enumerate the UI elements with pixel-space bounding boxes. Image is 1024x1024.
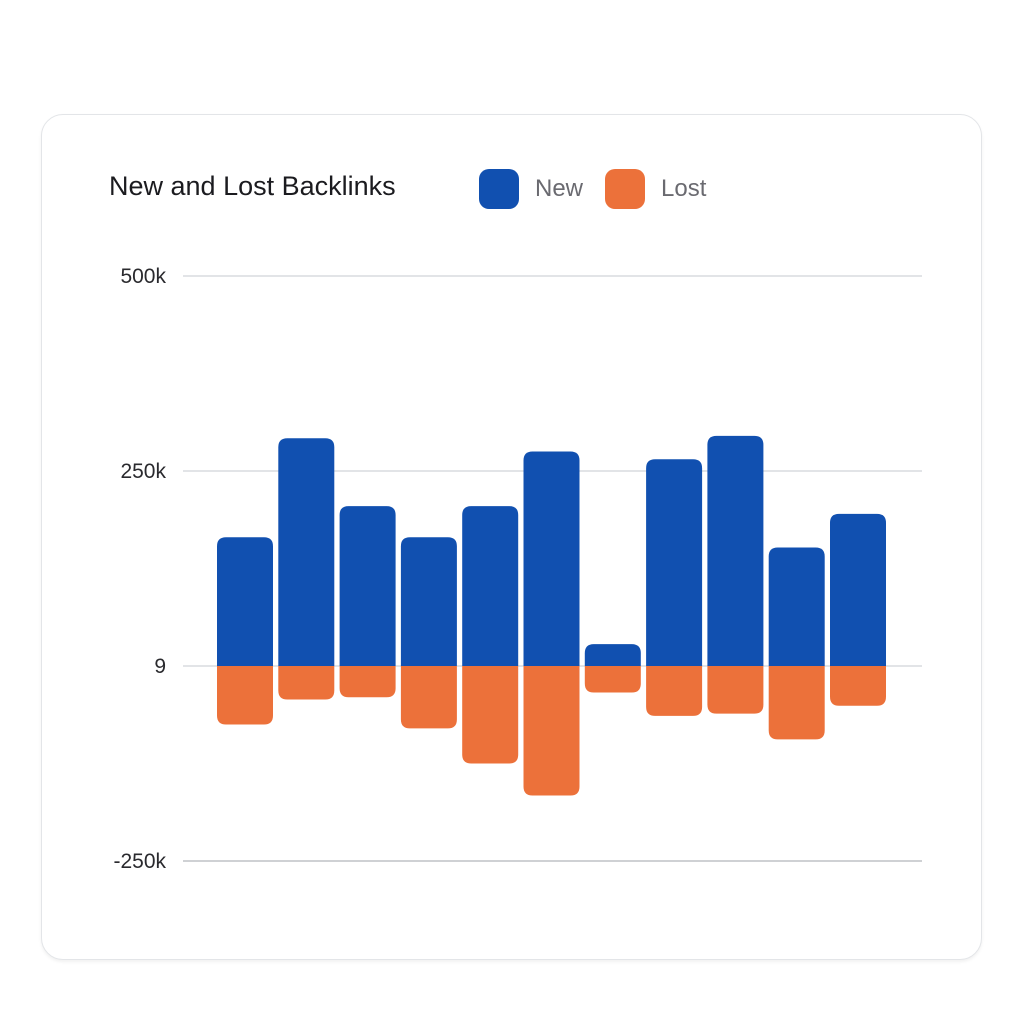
bar-new-10[interactable]	[830, 513, 886, 666]
legend-label-lost: Lost	[661, 175, 707, 202]
bar-lost-3[interactable]	[400, 666, 457, 729]
bar-lost-0[interactable]	[217, 666, 273, 725]
legend-swatch-new	[479, 169, 519, 209]
bar-lost-9[interactable]	[768, 666, 825, 740]
legend-label-new: New	[535, 175, 584, 202]
bar-new-3[interactable]	[400, 537, 457, 666]
bar-lost-6[interactable]	[584, 666, 641, 693]
bar-new-7[interactable]	[646, 459, 703, 666]
legend-item-lost[interactable]: Lost	[605, 169, 706, 209]
chart-title: New and Lost Backlinks	[109, 171, 396, 201]
bar-new-4[interactable]	[462, 506, 519, 666]
y-tick-label: -250k	[113, 850, 166, 873]
legend-item-new[interactable]: New	[479, 169, 583, 209]
bar-lost-10[interactable]	[830, 666, 886, 706]
bar-new-1[interactable]	[278, 438, 335, 666]
y-tick-label: 250k	[120, 460, 166, 483]
bar-new-0[interactable]	[217, 537, 273, 666]
bar-new-2[interactable]	[339, 506, 396, 666]
bar-new-9[interactable]	[768, 547, 825, 666]
bar-new-5[interactable]	[523, 451, 580, 667]
bar-lost-4[interactable]	[462, 666, 519, 764]
bar-lost-2[interactable]	[339, 666, 396, 698]
bar-lost-1[interactable]	[278, 666, 335, 700]
bar-new-6[interactable]	[584, 644, 641, 666]
bar-lost-5[interactable]	[523, 666, 580, 796]
legend-swatch-lost	[605, 169, 646, 209]
y-tick-label: 500k	[120, 265, 166, 288]
bar-new-8[interactable]	[707, 435, 764, 666]
y-tick-label: 9	[154, 655, 166, 678]
bars	[217, 435, 886, 796]
bar-lost-8[interactable]	[707, 666, 764, 714]
bar-lost-7[interactable]	[646, 666, 703, 716]
chart-legend: New Lost	[479, 169, 728, 209]
y-axis-labels: 500k 250k 9 -250k	[113, 265, 166, 873]
